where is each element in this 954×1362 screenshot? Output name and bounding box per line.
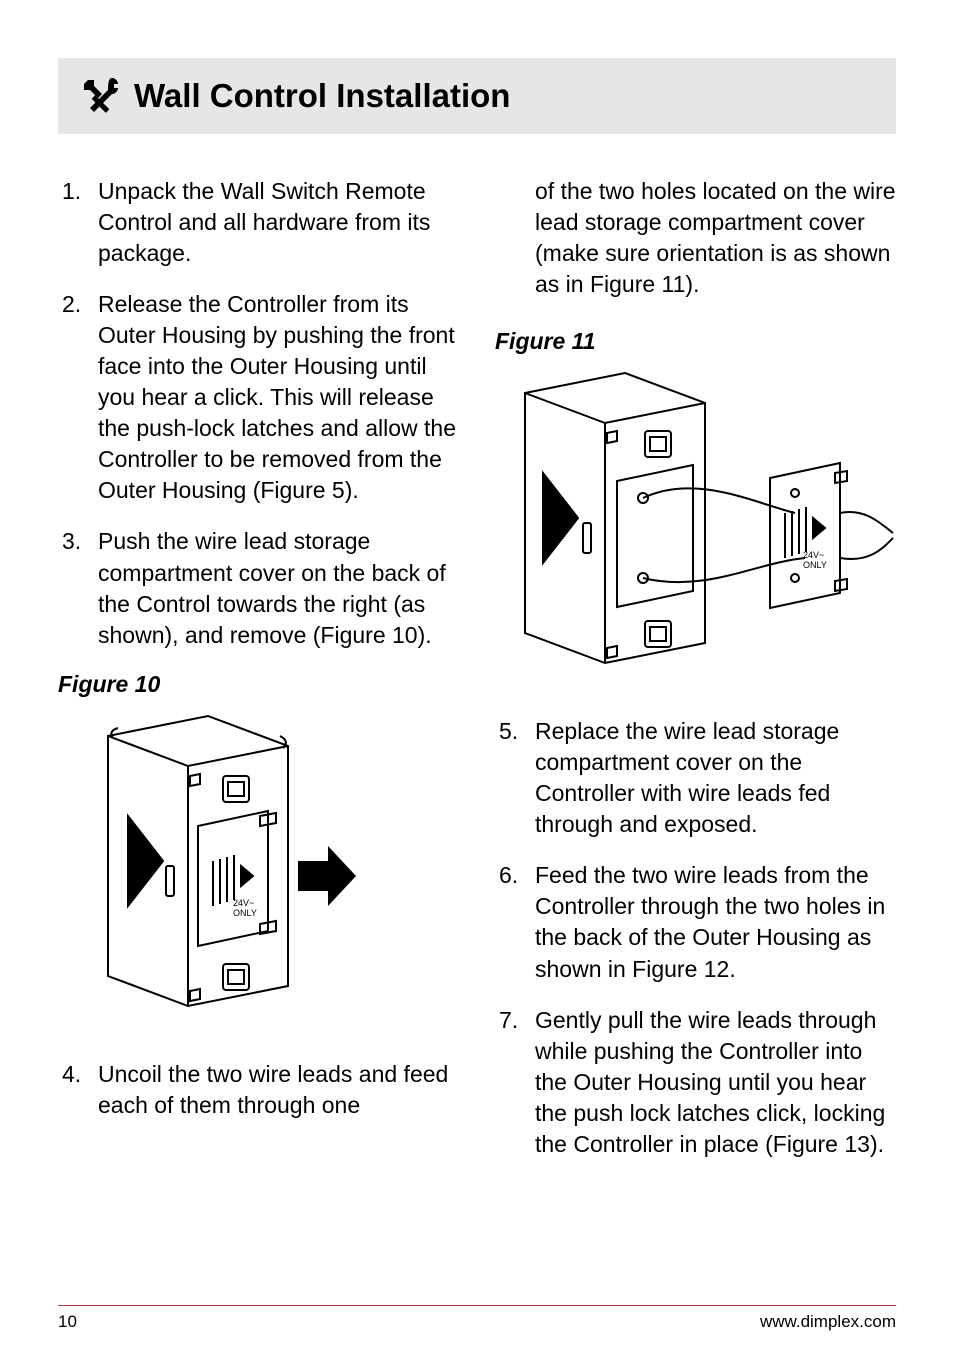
figure-11-illustration: 24V~ ONLY [495, 363, 896, 688]
right-column: of the two holes located on the wire lea… [495, 176, 896, 1180]
step-number: 1. [58, 176, 98, 269]
step-number: 4. [58, 1059, 98, 1121]
step-text: Push the wire lead storage compartment c… [98, 526, 459, 650]
svg-text:24V~: 24V~ [803, 550, 824, 560]
steps-list-left-2: 4. Uncoil the two wire leads and feed ea… [58, 1059, 459, 1121]
step-number: 3. [58, 526, 98, 650]
section-title: Wall Control Installation [134, 77, 510, 115]
figure-11-label: Figure 11 [495, 328, 896, 355]
footer-url: www.dimplex.com [760, 1312, 896, 1332]
step-item: 3. Push the wire lead storage compartmen… [58, 526, 459, 650]
step-number: 5. [495, 716, 535, 840]
tools-icon [80, 76, 120, 116]
svg-text:24V~: 24V~ [233, 898, 254, 908]
step-number: 7. [495, 1005, 535, 1160]
step-text: Gently pull the wire leads through while… [535, 1005, 896, 1160]
step-item: 7. Gently pull the wire leads through wh… [495, 1005, 896, 1160]
step-continuation: of the two holes located on the wire lea… [535, 176, 896, 300]
figure-10-illustration: 24V~ ONLY [58, 706, 459, 1031]
svg-text:ONLY: ONLY [233, 908, 257, 918]
section-header: Wall Control Installation [58, 58, 896, 134]
step-item: 5. Replace the wire lead storage compart… [495, 716, 896, 840]
step-item: 6. Feed the two wire leads from the Cont… [495, 860, 896, 984]
step-text: Feed the two wire leads from the Control… [535, 860, 896, 984]
step-number: 6. [495, 860, 535, 984]
svg-text:ONLY: ONLY [803, 560, 827, 570]
step-text: Replace the wire lead storage compartmen… [535, 716, 896, 840]
page-container: Wall Control Installation 1. Unpack the … [0, 0, 954, 1362]
step-item: 1. Unpack the Wall Switch Remote Control… [58, 176, 459, 269]
page-footer: 10 www.dimplex.com [58, 1305, 896, 1332]
step-item: 2. Release the Controller from its Outer… [58, 289, 459, 506]
page-number: 10 [58, 1312, 77, 1332]
step-text: Uncoil the two wire leads and feed each … [98, 1059, 459, 1121]
steps-list-right: 5. Replace the wire lead storage compart… [495, 716, 896, 1160]
left-column: 1. Unpack the Wall Switch Remote Control… [58, 176, 459, 1180]
two-column-layout: 1. Unpack the Wall Switch Remote Control… [58, 176, 896, 1180]
step-text: Unpack the Wall Switch Remote Control an… [98, 176, 459, 269]
step-number: 2. [58, 289, 98, 506]
steps-list-left: 1. Unpack the Wall Switch Remote Control… [58, 176, 459, 651]
step-item: 4. Uncoil the two wire leads and feed ea… [58, 1059, 459, 1121]
figure-10-label: Figure 10 [58, 671, 459, 698]
step-text: Release the Controller from its Outer Ho… [98, 289, 459, 506]
